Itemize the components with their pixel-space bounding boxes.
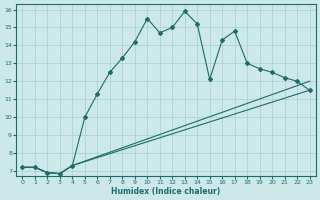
X-axis label: Humidex (Indice chaleur): Humidex (Indice chaleur) [111,187,221,196]
